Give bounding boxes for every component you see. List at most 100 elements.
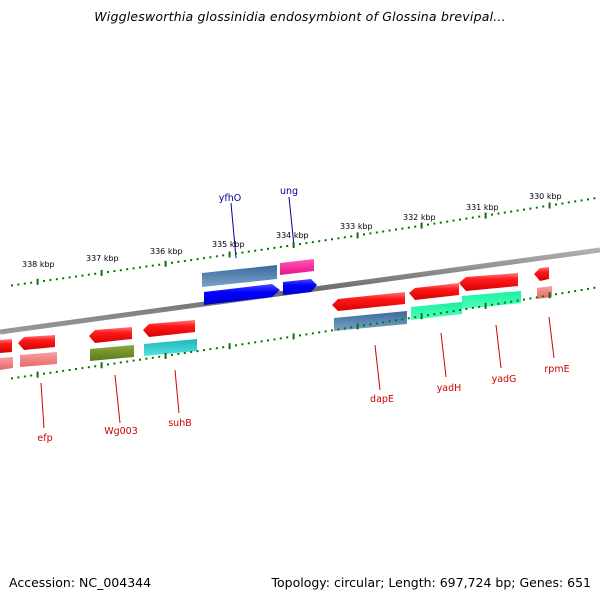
scale-tick-upper-minor xyxy=(273,246,276,249)
gene-feature-rpmE[interactable] xyxy=(537,286,552,299)
gene-feature-efp[interactable] xyxy=(20,352,57,367)
gene-feature-efp-upper[interactable] xyxy=(18,335,55,350)
gene-label-yfhO[interactable]: yfhO xyxy=(219,193,241,204)
gene-feature-suhB-upper[interactable] xyxy=(143,320,195,337)
scale-tick-upper-minor xyxy=(452,219,455,222)
gene-feature-yadG[interactable] xyxy=(462,291,521,309)
scale-ticks-lower xyxy=(11,286,596,380)
scale-tick-lower-minor xyxy=(407,317,410,320)
gene-label-yadH[interactable]: yadH xyxy=(437,383,462,394)
gene-feature-left-edge-1[interactable] xyxy=(0,339,12,353)
scale-tick-upper-minor xyxy=(318,240,321,243)
scale-tick-upper-minor xyxy=(503,211,506,214)
leader-line-rpmE xyxy=(548,316,555,359)
gene-feature-dapE[interactable] xyxy=(334,311,407,331)
scale-tick-upper-minor xyxy=(395,228,397,231)
gene-label-dapE[interactable]: dapE xyxy=(370,394,394,405)
scale-tick-lower-minor xyxy=(81,367,84,370)
scale-tick-upper-minor xyxy=(580,199,583,202)
scale-tick-upper-minor xyxy=(222,254,225,257)
leader-line-ung xyxy=(288,196,295,247)
gene-feature-dapE-upper[interactable] xyxy=(332,292,405,311)
gene-feature-left-edge-2[interactable] xyxy=(0,357,13,370)
scale-tick-lower-minor xyxy=(516,299,519,302)
gene-feature-rpmE-upper[interactable] xyxy=(534,267,549,281)
scale-tick-upper-minor xyxy=(171,261,173,264)
gene-feature-yfhO[interactable] xyxy=(204,284,280,305)
gene-feature-yfhO-upper[interactable] xyxy=(202,265,277,287)
scale-tick-upper-minor xyxy=(587,198,589,201)
gene-feature-Wg003-upper[interactable] xyxy=(89,327,132,343)
gene-feature-yadH[interactable] xyxy=(411,302,462,320)
scale-tick-upper-minor xyxy=(75,275,77,278)
scale-tick-lower-minor xyxy=(567,291,570,294)
scale-tick-lower-minor xyxy=(132,359,135,362)
scale-tick-lower-minor xyxy=(145,357,148,360)
scale-tick-lower-minor xyxy=(151,356,154,359)
scale-tick-lower-minor xyxy=(215,347,218,350)
scale-tick-lower-minor xyxy=(209,348,212,351)
scale-tick-upper-minor xyxy=(382,230,385,233)
scale-tick-upper-minor xyxy=(523,208,525,211)
gene-label-Wg003[interactable]: Wg003 xyxy=(104,426,138,437)
scale-tick-upper-minor xyxy=(241,251,244,254)
scale-tick-lower-minor xyxy=(30,374,33,377)
scale-tick-lower-minor xyxy=(55,370,58,373)
scale-tick-upper-minor xyxy=(30,281,33,284)
scale-tick-lower-major xyxy=(100,362,103,369)
gene-label-yadG[interactable]: yadG xyxy=(492,374,517,385)
scale-tick-upper-minor xyxy=(561,202,564,205)
scale-tick-lower-minor xyxy=(382,321,385,324)
scale-tick-upper-minor xyxy=(555,203,557,206)
scale-tick-upper-minor xyxy=(311,241,314,244)
scale-label-333: 333 kbp xyxy=(340,222,373,231)
scale-tick-upper-minor xyxy=(337,237,340,240)
scale-tick-lower-minor xyxy=(158,355,161,358)
scale-tick-lower-minor xyxy=(17,376,20,379)
scale-label-336: 336 kbp xyxy=(150,247,183,256)
leader-line-yadG xyxy=(495,324,502,369)
gene-feature-Wg003[interactable] xyxy=(90,345,134,361)
gene-label-ung[interactable]: ung xyxy=(280,186,298,197)
gene-label-efp[interactable]: efp xyxy=(37,433,52,444)
gene-feature-yadH-upper[interactable] xyxy=(409,283,459,300)
scale-tick-upper-minor xyxy=(177,260,180,263)
accession-text: Accession: NC_004344 xyxy=(9,575,152,590)
leader-line-yfhO xyxy=(230,202,237,259)
scale-tick-upper-minor xyxy=(87,273,90,276)
scale-tick-upper-minor xyxy=(81,274,84,277)
scale-tick-lower-minor xyxy=(203,349,205,352)
scale-label-330: 330 kbp xyxy=(529,192,562,201)
leader-line-dapE xyxy=(374,344,381,391)
scale-tick-lower-minor xyxy=(126,360,129,363)
gene-feature-ung[interactable] xyxy=(283,279,317,295)
scale-tick-upper-minor xyxy=(260,248,263,251)
scale-label-334: 334 kbp xyxy=(276,231,309,240)
scale-tick-upper-minor xyxy=(331,238,333,241)
scale-tick-lower-minor xyxy=(369,323,372,326)
scale-tick-lower-minor xyxy=(49,371,52,374)
scale-tick-upper-minor xyxy=(433,222,436,225)
scale-tick-upper-minor xyxy=(119,269,122,272)
scale-tick-upper-minor xyxy=(446,220,449,223)
scale-tick-upper-minor xyxy=(491,213,493,216)
scale-tick-lower-minor xyxy=(414,316,417,319)
scale-tick-upper-minor xyxy=(542,205,545,208)
gene-feature-ung-upper[interactable] xyxy=(280,259,314,275)
scale-tick-upper-minor xyxy=(567,201,570,204)
scale-tick-lower-minor xyxy=(11,377,13,380)
scale-tick-upper-minor xyxy=(113,270,116,273)
scale-tick-lower-minor xyxy=(433,313,436,316)
scale-label-337: 337 kbp xyxy=(86,254,119,263)
scale-tick-lower-minor xyxy=(503,301,506,304)
scale-tick-lower-minor xyxy=(273,338,276,341)
gene-label-suhB[interactable]: suhB xyxy=(168,418,192,429)
scale-tick-lower-minor xyxy=(497,302,500,305)
gene-feature-yadG-upper[interactable] xyxy=(459,273,518,291)
gene-feature-suhB[interactable] xyxy=(144,339,197,356)
scale-tick-lower-minor xyxy=(305,333,308,336)
scale-tick-lower-minor xyxy=(247,342,250,345)
scale-tick-lower-minor xyxy=(196,350,199,353)
gene-label-rpmE[interactable]: rpmE xyxy=(544,364,569,375)
